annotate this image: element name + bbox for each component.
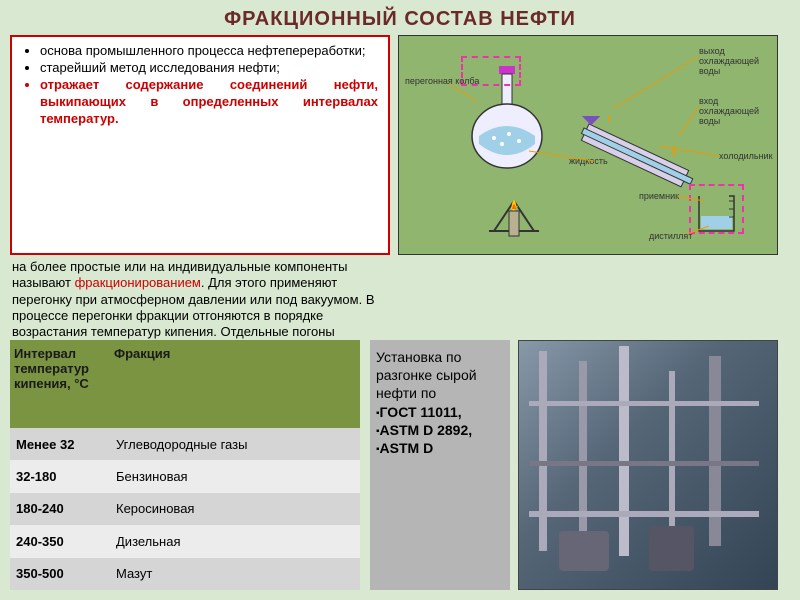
table-row: 240-350Дизельная (10, 525, 360, 557)
equipment-photo (518, 340, 778, 590)
cell-f: Бензиновая (110, 460, 360, 492)
top-row: основа промышленного процесса нефтеперер… (0, 35, 800, 255)
cell-t: 32-180 (10, 460, 110, 492)
frac-word: фракционированием (75, 275, 201, 290)
std-1: ГОСТ 11011, (380, 404, 462, 420)
cell-f: Дизельная (110, 525, 360, 557)
bullet-2: старейший метод исследования нефти; (40, 60, 378, 77)
table-row: 32-180Бензиновая (10, 460, 360, 492)
cell-f: Мазут (110, 558, 360, 590)
leader-lines (399, 36, 779, 256)
std-2: ASTM D 2892, (380, 422, 473, 438)
bottom-row: Интервал температур кипения, °С Фракция … (0, 340, 788, 590)
cell-f: Углеводородные газы (110, 428, 360, 460)
caption-box: Установка по разгонке сырой нефти по ▪ГО… (370, 340, 510, 590)
table-row: Менее 32Углеводородные газы (10, 428, 360, 460)
th-frac: Фракция (110, 340, 360, 428)
distillation-diagram: перегонная колба выход охлаждающей воды … (398, 35, 778, 255)
std-3: ASTM D (380, 440, 434, 456)
cell-t: 350-500 (10, 558, 110, 590)
cell-t: 180-240 (10, 493, 110, 525)
cell-f: Керосиновая (110, 493, 360, 525)
bullet-3: отражает содержание соединений нефти, вы… (40, 77, 378, 128)
table-row: 350-500Мазут (10, 558, 360, 590)
caption-line: Установка по разгонке сырой нефти по (376, 348, 504, 403)
table-row: 180-240Керосиновая (10, 493, 360, 525)
page-title: ФРАКЦИОННЫЙ СОСТАВ НЕФТИ (0, 0, 800, 35)
right-column: Установка по разгонке сырой нефти по ▪ГО… (370, 340, 778, 590)
cell-t: Менее 32 (10, 428, 110, 460)
highlight-box: основа промышленного процесса нефтеперер… (10, 35, 390, 255)
cell-t: 240-350 (10, 525, 110, 557)
bullet-1: основа промышленного процесса нефтеперер… (40, 43, 378, 60)
th-temp: Интервал температур кипения, °С (10, 340, 110, 428)
fractions-table: Интервал температур кипения, °С Фракция … (10, 340, 360, 590)
